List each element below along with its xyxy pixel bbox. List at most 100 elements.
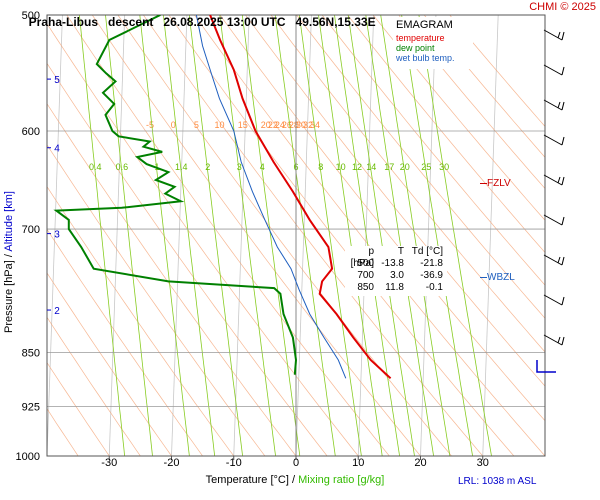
series-line-dew-point — [53, 15, 298, 375]
wind-barb-staff — [543, 214, 563, 226]
wind-barb-staff — [543, 99, 563, 111]
wind-barb-icon — [543, 254, 565, 266]
mixing-ratio-line — [186, 15, 243, 456]
mixing-ratio-label: 2 — [205, 162, 210, 172]
table-header: p [hPa] — [350, 246, 374, 269]
wind-barb-icon — [543, 334, 565, 346]
wind-barb-icon — [543, 294, 565, 306]
legend: EMAGRAM temperature dew point wet bulb t… — [393, 17, 473, 69]
wind-barb-flag — [557, 336, 561, 344]
dry-adiabat-line — [47, 228, 203, 456]
table-cell: -21.8 — [420, 258, 443, 269]
temperature-tick-label: 0 — [293, 457, 299, 469]
header-title: Praha-Libus descent 26.08.2025 13:00 UTC… — [22, 1, 376, 29]
wind-barb-flag — [561, 101, 565, 111]
table-cell: 500 — [357, 258, 374, 269]
wbzl-label: WBZL — [480, 272, 515, 283]
wind-barb-staff — [543, 254, 563, 266]
y-axis-label: Pressure [hPa] / Altitude [km] — [3, 191, 15, 333]
wind-barb-flag — [561, 256, 565, 266]
dry-adiabat-label: 34 — [310, 120, 320, 130]
wind-barb-flag — [557, 256, 561, 264]
pressure-tick-label: 850 — [22, 348, 40, 360]
temperature-tick-label: -20 — [164, 457, 180, 469]
pressure-tick-label: 1000 — [16, 451, 40, 463]
legend-title: EMAGRAM — [396, 19, 453, 31]
coordinates: 49.56N,15.33E — [295, 15, 376, 29]
dry-adiabat-line — [47, 361, 110, 456]
dry-adiabat-line — [327, 15, 545, 254]
table-cell: -13.8 — [381, 258, 404, 269]
pressure-tick-label: 925 — [22, 401, 40, 413]
dry-adiabat-line — [47, 62, 328, 456]
dry-adiabat-line — [352, 15, 545, 221]
wind-barb-icon — [543, 134, 565, 146]
table-cell: -36.9 — [420, 270, 443, 281]
surface-wind-icon — [536, 360, 556, 373]
mixing-ratio-label: 1.4 — [175, 162, 188, 172]
temperature-tick-label: 30 — [477, 457, 489, 469]
wind-barb-icon — [543, 174, 565, 186]
wind-barb-staff — [543, 134, 563, 146]
wind-barb-flag — [561, 336, 565, 346]
temperature-tick-label: -30 — [101, 457, 117, 469]
mixing-ratio-label: 0.4 — [89, 162, 102, 172]
dry-adiabat-label: 15 — [238, 120, 248, 130]
sounding-mode: descent — [108, 15, 154, 29]
dry-adiabat-line — [47, 144, 266, 456]
table-cell: -0.1 — [425, 282, 443, 293]
isotherm-line — [420, 15, 437, 456]
isotherm-line — [544, 444, 545, 456]
mixing-ratio-line — [76, 15, 125, 456]
isotherm-line — [233, 15, 250, 456]
table-row: 500 -13.8 -21.8 — [345, 258, 447, 270]
mixing-ratio-label: 14 — [366, 162, 376, 172]
table-header: T — [397, 246, 404, 257]
mixing-ratio-label: 3 — [237, 162, 242, 172]
dry-adiabat-label: -5 — [146, 120, 154, 130]
wind-barb-flag — [561, 136, 565, 146]
dry-adiabat-line — [49, 15, 390, 456]
wind-barb-staff — [543, 29, 563, 41]
table-row: 850 11.8 -0.1 — [345, 282, 447, 294]
series-line-temperature — [209, 15, 392, 380]
wind-barb-staff — [543, 64, 563, 76]
mixing-ratio-label: 0.6 — [116, 162, 129, 172]
wind-barb-flag — [557, 31, 561, 39]
x-axis-label: Temperature [°C] / Mixing ratio [g/kg] — [206, 474, 385, 486]
wind-barb-staff — [543, 334, 563, 346]
temperature-tick-label: 10 — [352, 457, 364, 469]
mixing-ratio-label: 8 — [318, 162, 323, 172]
datetime: 26.08.2025 13:00 UTC — [163, 15, 286, 29]
table-cell: 700 — [357, 270, 374, 281]
mixing-ratio-line — [239, 15, 301, 456]
altitude-tick-label: 2 — [54, 306, 60, 317]
mixing-ratio-line — [295, 15, 362, 456]
pressure-tick-label: 600 — [22, 126, 40, 138]
dry-adiabat-line — [251, 15, 545, 353]
mixing-ratio-line — [102, 15, 153, 456]
table-header-row: p [hPa] T Td [°C] — [345, 246, 447, 269]
station-name: Praha-Libus — [28, 15, 99, 29]
dry-adiabat-label: 30 — [296, 120, 306, 130]
dry-adiabat-label: 20 — [261, 120, 271, 130]
dry-adiabat-line — [47, 186, 235, 456]
mixing-ratio-line — [160, 15, 216, 456]
mixing-ratio-line — [414, 15, 492, 456]
wind-barb-flag — [557, 101, 561, 109]
dry-adiabat-line — [377, 15, 545, 190]
series-line-wet-bulb-temp — [195, 15, 347, 379]
table-cell: 11.8 — [385, 282, 404, 293]
levels-table: p [hPa] T Td [°C] 500 -13.8 -21.8 700 3.… — [345, 246, 447, 296]
isotherm-line — [47, 15, 63, 456]
dry-adiabat-label: 10 — [214, 120, 224, 130]
wind-barb-icon — [543, 214, 565, 226]
isotherm-line — [482, 15, 499, 456]
legend-item-temperature: temperature — [396, 33, 445, 43]
mixing-ratio-label: 20 — [400, 162, 410, 172]
dry-adiabat-line — [125, 15, 484, 456]
temperature-tick-label: 20 — [414, 457, 426, 469]
pressure-tick-label: 500 — [22, 10, 40, 22]
dry-adiabat-label: 22 — [268, 120, 278, 130]
mixing-ratio-label: 25 — [421, 162, 431, 172]
